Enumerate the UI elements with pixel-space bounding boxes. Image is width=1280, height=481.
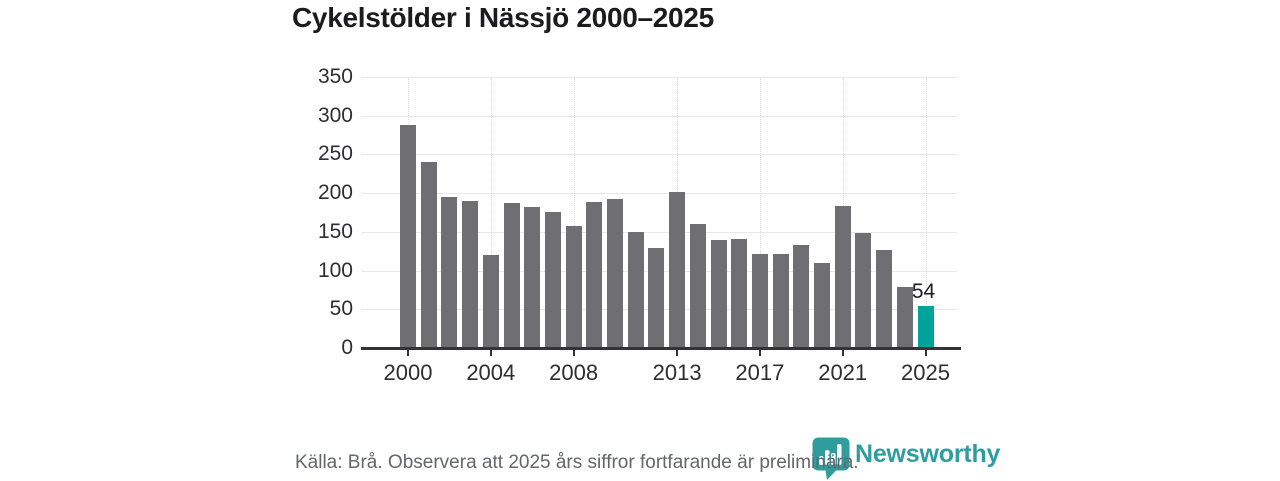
gridline-350	[361, 77, 957, 78]
y-tick-label-350: 350	[317, 65, 353, 88]
x-axis-line	[361, 347, 961, 350]
bar-2007	[544, 211, 561, 348]
y-tick-label-50: 50	[329, 297, 353, 321]
bar-2013	[669, 192, 686, 348]
x-tick-mark-2017	[758, 350, 761, 356]
bar-2006	[524, 207, 541, 348]
v-gridline-2008	[573, 77, 575, 346]
bar-2022	[855, 232, 872, 348]
v-gridline-2025	[925, 77, 927, 346]
x-tick-mark-2021	[841, 350, 844, 356]
bar-2024	[896, 286, 913, 348]
bar-2009	[586, 202, 603, 348]
bar-2011	[627, 231, 644, 348]
chart-title: Cykelstölder i Nässjö 2000–2025	[292, 2, 714, 33]
gridline-300	[361, 115, 957, 117]
newsworthy-logo-text: Newsworthy	[855, 440, 1001, 468]
x-tick-label-2008: 2008	[549, 360, 599, 385]
bar-2014	[689, 224, 706, 348]
bar-2004	[482, 255, 499, 348]
bar-2020	[814, 262, 830, 348]
bar-2002	[441, 197, 458, 348]
v-gridline-2017	[759, 77, 761, 346]
bar-2008	[565, 225, 582, 348]
x-tick-label-2021: 2021	[818, 360, 868, 385]
newsworthy-logo-icon	[812, 437, 850, 480]
bar-2019	[793, 245, 810, 348]
bar-2016	[731, 238, 748, 348]
bar-2018	[772, 254, 789, 348]
gridline-200	[361, 193, 957, 195]
bar-2000	[400, 125, 416, 348]
bar-2012	[648, 248, 665, 348]
gridline-250	[361, 154, 957, 156]
y-tick-label-0: 0	[341, 336, 353, 359]
bar-value-label: 54	[911, 280, 936, 304]
x-tick-mark-2000	[407, 350, 409, 356]
v-gridline-2004	[490, 77, 492, 346]
bar-2017	[751, 253, 768, 348]
bar-2025	[917, 306, 934, 348]
x-tick-mark-2004	[489, 350, 492, 356]
x-tick-mark-2008	[572, 350, 575, 356]
newsworthy-logo: Newsworthy	[812, 437, 1000, 481]
bar-2001	[420, 162, 437, 348]
x-tick-mark-2025	[924, 350, 927, 356]
bar-2010	[607, 198, 623, 348]
bar-2015	[710, 240, 727, 348]
x-tick-label-2017: 2017	[735, 360, 785, 385]
y-tick-label-100: 100	[317, 258, 353, 282]
y-tick-label-200: 200	[317, 181, 353, 205]
y-tick-label-250: 250	[317, 142, 353, 166]
source-note: Källa: Brå. Observera att 2025 års siffr…	[295, 452, 859, 473]
gridline-150	[361, 231, 957, 233]
bar-2005	[503, 203, 520, 348]
y-tick-label-150: 150	[317, 219, 353, 243]
bar-2023	[876, 250, 893, 348]
y-tick-label-300: 300	[317, 103, 353, 127]
x-tick-label-2000: 2000	[383, 360, 433, 385]
x-tick-label-2004: 2004	[466, 360, 516, 385]
x-tick-label-2025: 2025	[901, 360, 950, 385]
x-tick-label-2013: 2013	[652, 360, 702, 385]
bar-2003	[462, 200, 479, 348]
x-tick-mark-2013	[676, 350, 679, 356]
bar-2021	[834, 206, 851, 348]
